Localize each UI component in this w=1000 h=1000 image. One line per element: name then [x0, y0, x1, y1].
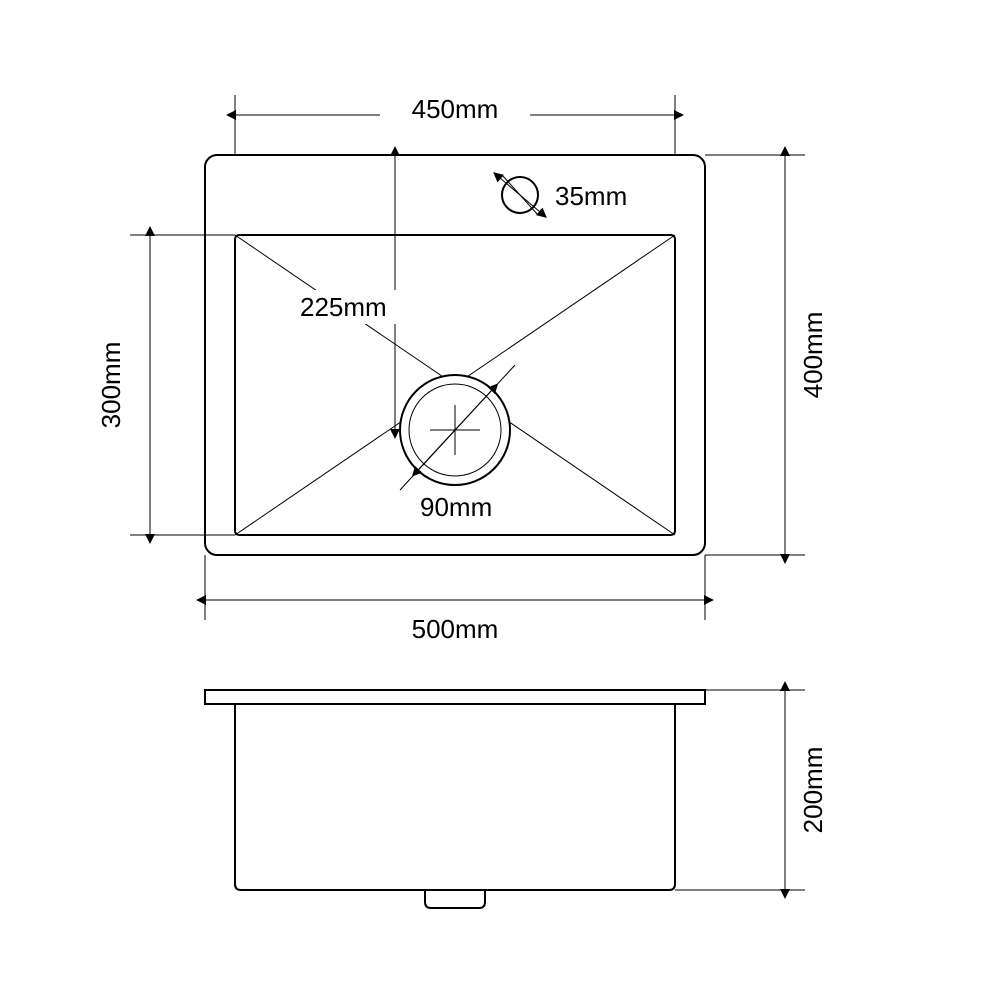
label-width-total: 500mm [412, 614, 499, 644]
label-drain-diam: 90mm [420, 492, 492, 522]
dim-height-inner: 300mm [96, 235, 235, 535]
dim-drain-depth: 225mm [300, 155, 430, 430]
drain [400, 365, 515, 490]
dim-bowl-depth: 200mm [675, 690, 828, 890]
label-height-total: 400mm [798, 312, 828, 399]
dim-width-inner: 450mm [235, 92, 675, 155]
label-bowl-depth: 200mm [798, 747, 828, 834]
label-height-inner: 300mm [96, 342, 126, 429]
label-tap: 35mm [555, 181, 627, 211]
dim-width-total: 500mm [205, 555, 705, 644]
bowl-profile [235, 704, 675, 890]
label-drain-depth: 225mm [300, 292, 387, 322]
label-width-inner: 450mm [412, 94, 499, 124]
dim-height-total: 400mm [705, 155, 828, 555]
side-view [205, 690, 705, 908]
